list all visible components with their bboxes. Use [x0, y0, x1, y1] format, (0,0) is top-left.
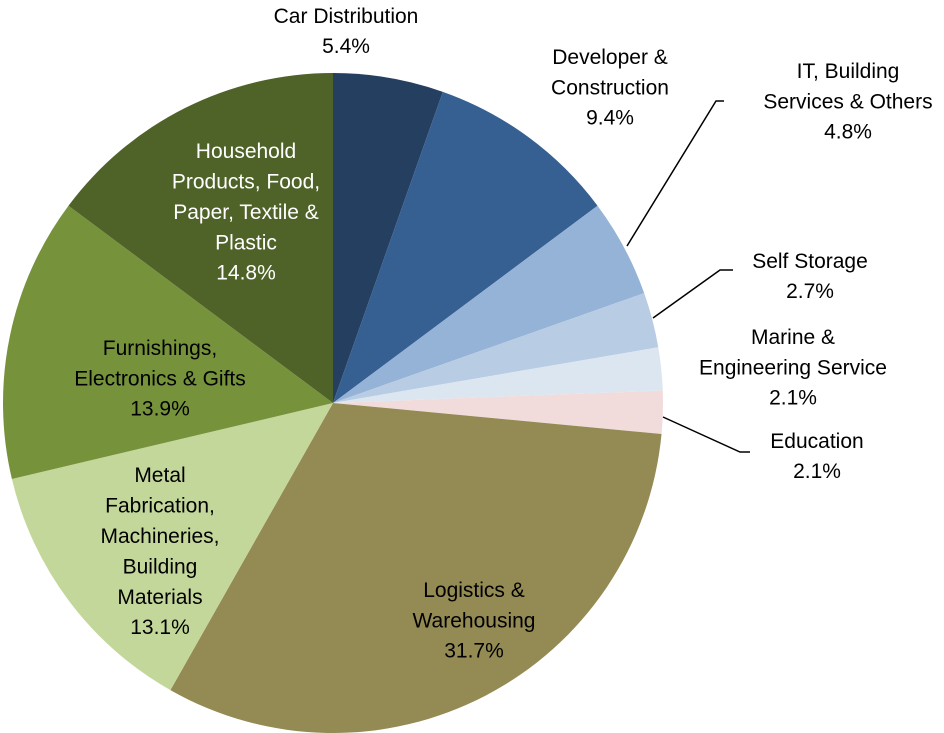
slice-label: Education — [770, 430, 863, 453]
slice-value-label: 2.1% — [769, 387, 817, 410]
slice-value-label: 13.9% — [130, 398, 190, 421]
pie-slice — [333, 73, 443, 403]
slice-value-label: 9.4% — [586, 107, 634, 130]
slice-value-label: 14.8% — [216, 262, 276, 285]
leader-line — [652, 269, 733, 319]
pie-slice — [68, 73, 333, 403]
slice-value-label: 5.4% — [322, 35, 370, 58]
slice-label: Marine & Engineering Service — [699, 326, 887, 380]
slice-label: Metal Fabrication, Machineries, Building Mat… — [100, 464, 219, 609]
pie-slice — [3, 205, 333, 480]
pie-slice — [333, 205, 645, 403]
slice-label: Furnishings, Electronics & Gifts — [74, 337, 246, 391]
slice-label: Household Products, Food, Paper, Textile &… — [172, 140, 320, 255]
leader-line — [626, 100, 724, 247]
leader-line — [662, 416, 750, 453]
slice-label: Developer & Construction — [551, 46, 669, 100]
slice-value-label: 4.8% — [824, 121, 872, 144]
pie-slice — [11, 403, 333, 691]
slice-value-label: 13.1% — [130, 616, 190, 639]
pie-slice — [333, 91, 598, 404]
pie-slice — [333, 390, 663, 435]
slice-value-label: 2.1% — [793, 460, 841, 483]
slice-label: IT, Building Services & Others — [763, 60, 932, 114]
pie-slice — [170, 403, 662, 733]
slice-value-label: 31.7% — [444, 640, 504, 663]
pie-slice — [333, 293, 659, 403]
pie-slice — [333, 347, 663, 403]
slice-label: Logistics & Warehousing — [413, 579, 536, 633]
slice-label: Self Storage — [752, 250, 868, 273]
slice-label: Car Distribution — [274, 5, 419, 28]
slice-value-label: 2.7% — [786, 280, 834, 303]
